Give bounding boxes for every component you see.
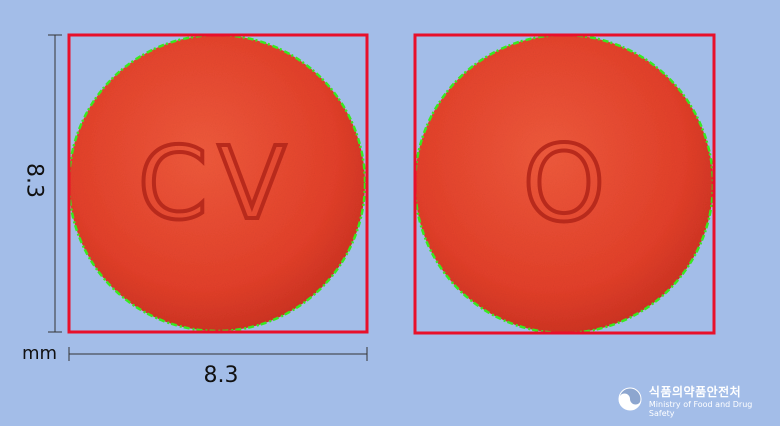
mfds-watermark: 식품의약품안전처 Ministry of Food and Drug Safet… [617, 385, 780, 418]
height-label: 8.3 [21, 163, 47, 198]
watermark-english: Ministry of Food and Drug Safety [648, 399, 753, 418]
width-label: 8.3 [203, 363, 239, 388]
mfds-emblem-icon [618, 387, 642, 411]
width-dimension-line [68, 347, 368, 361]
tablet-back: O [413, 33, 716, 335]
tablet-back-imprint: O [523, 123, 606, 245]
tablet-front-body [69, 35, 365, 331]
tablet-back-body [415, 35, 713, 333]
unit-label: mm [22, 343, 58, 364]
tablet-front-bbox [67, 33, 369, 334]
tablet-front-imprint: CV [138, 125, 296, 242]
watermark-korean: 식품의약품안전처 [648, 385, 742, 399]
tablet-back-bbox [413, 33, 716, 335]
tablet-front: CV [67, 33, 369, 334]
height-dimension-line [48, 34, 62, 333]
